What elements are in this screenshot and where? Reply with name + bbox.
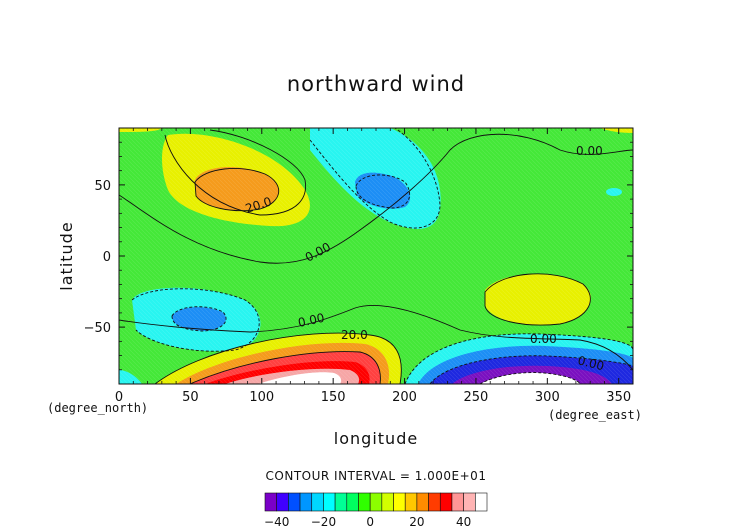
x-tick-label: 100 bbox=[249, 390, 274, 405]
colorbar-swatch bbox=[451, 492, 464, 512]
neg-contour-bottom bbox=[404, 333, 633, 384]
colorbar-swatch bbox=[475, 492, 488, 512]
x-tick-label: 250 bbox=[464, 390, 489, 405]
contour-label: 0.00 bbox=[297, 311, 326, 330]
x-tick-label: 350 bbox=[606, 390, 631, 405]
contour-label: 20.0 bbox=[341, 328, 368, 342]
x-axis-ticks: 0 50 100 150 200 250 300 350 bbox=[115, 128, 631, 405]
y-axis-label: latitude bbox=[57, 221, 76, 290]
colorbar-swatch bbox=[264, 492, 277, 512]
colorbar-tick-label: 40 bbox=[456, 515, 471, 529]
colorbar-swatch bbox=[428, 492, 441, 512]
grain-overlay bbox=[119, 128, 633, 384]
zero-contour-1 bbox=[119, 133, 633, 264]
x-tick-label: 300 bbox=[535, 390, 560, 405]
colorbar-swatch bbox=[358, 492, 371, 512]
neg-contour-bottom-2 bbox=[429, 355, 633, 384]
x-tick-label: 0 bbox=[115, 390, 123, 405]
colorbar-swatch bbox=[439, 492, 453, 512]
y-axis-ticks: 50 0 −50 bbox=[84, 141, 633, 371]
x-axis-units: (degree_east) bbox=[548, 408, 642, 422]
pos-contour-bottom-2 bbox=[189, 351, 381, 384]
colorbar-swatch bbox=[393, 492, 406, 512]
colorbar-tick-label: −40 bbox=[264, 515, 289, 529]
pos-contour-right bbox=[484, 273, 591, 326]
zero-contour-2 bbox=[119, 305, 633, 371]
colorbar bbox=[264, 492, 488, 512]
contour-lines bbox=[119, 128, 633, 384]
colorbar-swatch bbox=[311, 492, 324, 512]
colorbar-tick-label: 20 bbox=[409, 515, 424, 529]
x-tick-label: 150 bbox=[321, 390, 346, 405]
contour-label: 0.00 bbox=[530, 332, 557, 346]
colorbar-swatch bbox=[416, 492, 429, 512]
pos-contour-bottom bbox=[154, 332, 402, 384]
y-tick-label: −50 bbox=[84, 321, 111, 336]
colorbar-swatch bbox=[299, 492, 313, 512]
colorbar-tick-label: −20 bbox=[311, 515, 336, 529]
y-axis-units: (degree_north) bbox=[47, 401, 148, 415]
colorbar-swatch bbox=[346, 492, 359, 512]
contour-label: 0.00 bbox=[576, 144, 603, 158]
colorbar-swatch bbox=[404, 492, 418, 512]
y-tick-label: 0 bbox=[103, 250, 111, 265]
colorbar-swatch bbox=[463, 492, 476, 512]
contour-label: 0.00 bbox=[576, 353, 605, 373]
zero-contour-3 bbox=[164, 129, 307, 216]
neg-contour-left bbox=[131, 288, 260, 352]
y-tick-label: 50 bbox=[94, 179, 111, 194]
colorbar-tick-labels: −40 −20 0 20 40 bbox=[264, 515, 471, 529]
colorbar-swatch bbox=[369, 492, 383, 512]
x-tick-label: 200 bbox=[392, 390, 417, 405]
neg-contour-upper bbox=[309, 128, 441, 229]
plot-area: 20.0 0.00 0.00 0.00 20.0 0.00 0.00 bbox=[119, 128, 633, 384]
colorbar-swatch bbox=[323, 492, 336, 512]
contour-20-upper bbox=[194, 168, 280, 212]
chart-title: northward wind bbox=[287, 72, 465, 96]
x-axis-label: longitude bbox=[334, 429, 418, 448]
colorbar-swatch bbox=[334, 492, 348, 512]
neg-contour-bottom-3 bbox=[479, 372, 581, 384]
x-tick-label: 50 bbox=[182, 390, 199, 405]
colorbar-swatch bbox=[276, 492, 289, 512]
contour-interval-text: CONTOUR INTERVAL = 1.000E+01 bbox=[266, 469, 487, 483]
colorbar-tick-label: 0 bbox=[366, 515, 374, 529]
colorbar-swatch bbox=[288, 492, 301, 512]
colorbar-swatch bbox=[381, 492, 394, 512]
